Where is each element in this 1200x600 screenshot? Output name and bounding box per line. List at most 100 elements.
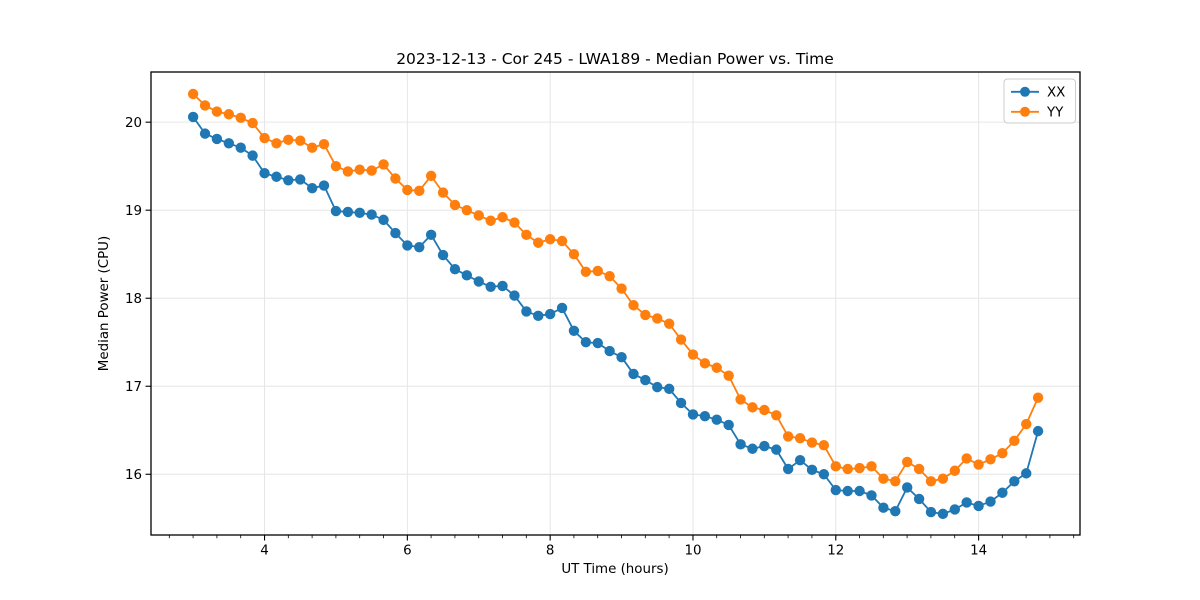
data-point (318, 138, 330, 150)
data-point (485, 215, 496, 226)
data-point (902, 482, 913, 493)
data-point (973, 500, 984, 512)
data-point (509, 217, 520, 228)
data-point (378, 159, 389, 170)
data-point (402, 184, 413, 196)
data-point (342, 166, 354, 177)
data-point (354, 164, 365, 175)
data-point (699, 358, 711, 369)
data-point (473, 210, 484, 221)
data-point (652, 381, 663, 393)
data-series (187, 88, 1044, 520)
data-point (330, 205, 342, 217)
legend-marker (1020, 86, 1030, 97)
data-point (1009, 476, 1020, 487)
data-point (259, 168, 270, 179)
data-point (854, 485, 865, 497)
data-point (235, 142, 246, 153)
x-tick-label: 6 (403, 544, 412, 559)
data-point (330, 160, 342, 172)
chart-title: 2023-12-13 - Cor 245 - LWA189 - Median P… (396, 50, 834, 68)
data-point (497, 280, 508, 292)
data-point (533, 310, 544, 322)
data-point (318, 180, 330, 191)
data-point (580, 337, 592, 348)
data-point (544, 308, 556, 320)
x-axis-label: UT Time (hours) (561, 562, 668, 577)
x-tick-label: 12 (827, 544, 844, 559)
data-point (425, 229, 437, 241)
data-point (913, 493, 925, 505)
data-point (973, 459, 984, 470)
data-point (961, 453, 972, 464)
data-point (902, 456, 913, 468)
data-point (771, 410, 782, 421)
data-point (771, 444, 782, 455)
data-point (283, 134, 294, 145)
data-point (675, 334, 687, 345)
data-point (306, 142, 318, 153)
data-point (378, 214, 389, 226)
data-point (782, 463, 794, 475)
data-point (556, 302, 568, 314)
y-tick-label: 16 (125, 468, 142, 483)
data-point (782, 431, 794, 442)
data-point (961, 497, 972, 508)
data-point (794, 432, 806, 444)
data-point (735, 394, 746, 405)
data-point (473, 276, 484, 287)
data-point (878, 502, 889, 513)
gridlines (151, 72, 1080, 535)
y-tick-label: 20 (125, 116, 142, 131)
data-point (628, 300, 639, 311)
data-point (1021, 468, 1032, 479)
data-point (259, 132, 270, 144)
data-point (211, 133, 223, 145)
data-point (675, 397, 687, 409)
data-point (580, 266, 592, 278)
data-point (223, 109, 235, 120)
data-point (747, 443, 758, 454)
data-point (854, 462, 865, 474)
data-point (247, 150, 258, 161)
data-point (628, 368, 639, 380)
data-point (544, 234, 556, 245)
data-point (354, 207, 365, 219)
data-point (533, 237, 544, 248)
legend-entry-XX: XX (1011, 86, 1065, 101)
y-tick-label: 19 (125, 204, 142, 219)
data-point (949, 504, 961, 515)
data-point (616, 283, 627, 294)
legend-label: YY (1046, 106, 1064, 121)
data-point (949, 465, 961, 476)
data-point (806, 464, 818, 476)
data-point (1032, 425, 1044, 437)
data-point (699, 410, 711, 422)
data-point (794, 454, 806, 466)
data-point (271, 171, 282, 182)
data-point (604, 271, 615, 282)
data-point (890, 506, 901, 517)
data-point (521, 229, 532, 241)
data-point (390, 227, 401, 239)
axis-ticks: 4 6 8 10 12 14 16 17 18 19 20 (125, 116, 1075, 559)
data-point (842, 485, 853, 497)
data-point (449, 199, 461, 211)
data-point (759, 404, 770, 416)
data-point (997, 447, 1008, 459)
data-point (187, 111, 199, 123)
series-line-YY (192, 93, 1039, 483)
data-point (414, 185, 425, 197)
data-point (878, 473, 889, 484)
data-point (604, 345, 615, 357)
data-point (842, 463, 853, 475)
data-point (485, 281, 496, 292)
x-tick-label: 8 (546, 544, 555, 559)
data-point (759, 440, 770, 452)
data-point (402, 240, 413, 251)
data-point (818, 469, 830, 480)
series-line-XX (192, 115, 1039, 515)
legend-entry-YY: YY (1011, 106, 1064, 121)
data-point (592, 265, 603, 277)
